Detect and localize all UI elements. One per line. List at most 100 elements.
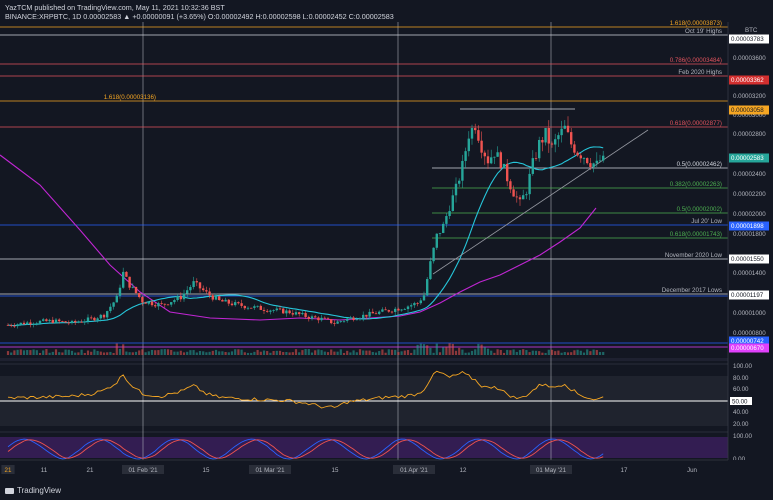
volume-bar	[150, 349, 154, 355]
candle-body	[304, 313, 307, 317]
candle-body	[227, 299, 230, 304]
candle-body	[486, 156, 490, 164]
candle-body	[22, 322, 26, 325]
candle-body	[528, 173, 531, 195]
candle-body	[573, 144, 576, 153]
level-label: November 2020 Low	[665, 252, 723, 259]
volume-bar	[307, 349, 310, 355]
volume-bar	[45, 349, 48, 355]
time-label[interactable]: 11	[41, 467, 48, 474]
candle-body	[230, 303, 234, 306]
volume-bar	[419, 343, 422, 355]
candle-body	[262, 309, 266, 311]
volume-bar	[304, 349, 307, 355]
volume-bar	[141, 349, 144, 355]
price-badge	[729, 254, 769, 264]
volume-bar	[470, 350, 474, 355]
candle-body	[589, 163, 592, 168]
candle-body	[106, 311, 109, 318]
candle-body	[346, 318, 349, 321]
time-label[interactable]: 12	[460, 467, 467, 474]
volume-bar	[506, 349, 509, 355]
candle-body	[29, 322, 32, 325]
candle-body	[58, 319, 61, 322]
volume-bar	[371, 351, 374, 355]
volume-bar	[144, 352, 147, 355]
candle-body	[115, 295, 118, 303]
volume-bars	[6, 343, 605, 355]
price-tick-label: 0.00003600	[733, 55, 766, 62]
candle-body	[224, 299, 227, 302]
level-label: 0.5(0.00002462)	[677, 161, 722, 168]
price-tick-label: 0.00002200	[733, 191, 766, 198]
volume-bar	[115, 343, 118, 355]
time-label[interactable]: 21	[87, 467, 94, 474]
candle-body	[70, 320, 74, 324]
time-label[interactable]: 21	[5, 467, 12, 474]
time-label[interactable]: 17	[621, 467, 628, 474]
candle-body	[403, 309, 406, 310]
candle-body	[566, 125, 570, 133]
volume-bar	[499, 349, 502, 355]
level-label: Jul 20' Low	[691, 218, 722, 225]
volume-bar	[166, 349, 170, 355]
volume-bar	[534, 350, 538, 355]
candle-body	[448, 211, 451, 217]
time-label[interactable]: 15	[203, 467, 210, 474]
candle-body	[442, 223, 445, 233]
volume-bar	[90, 351, 93, 355]
volume-bar	[259, 351, 262, 355]
candle-body	[272, 310, 275, 311]
volume-bar	[410, 352, 413, 355]
rsi-axis-ticks: 100.00 80.00 60.00 40.00 20.00	[733, 363, 752, 428]
volume-bar	[528, 352, 531, 355]
volume-bar	[106, 352, 109, 355]
price-badge	[729, 221, 769, 231]
volume-bar	[435, 343, 438, 355]
candle-body	[384, 309, 387, 311]
volume-bar	[230, 351, 234, 355]
candle-body	[454, 183, 458, 196]
price-tick-label: 0.00001000	[733, 310, 766, 317]
volume-bar	[77, 352, 80, 355]
volume-bar	[570, 352, 573, 355]
candle-body	[144, 302, 147, 304]
tradingview-logo[interactable]: TradingView	[5, 486, 61, 495]
candle-body	[90, 317, 93, 319]
volume-bar	[80, 349, 83, 355]
candle-body	[80, 321, 83, 323]
price-chart[interactable]: 1.618(0.00003873)Oct 19' Highs 0.786(0.00…	[0, 0, 773, 482]
volume-bar	[480, 344, 483, 355]
candle-body	[234, 302, 237, 306]
time-label-box	[249, 465, 291, 474]
level-label: 0.382(0.00002263)	[670, 181, 722, 188]
time-label[interactable]: 01 Feb '21	[128, 467, 158, 474]
candle-body	[390, 311, 394, 313]
volume-bar	[198, 350, 202, 355]
candle-body	[496, 152, 499, 157]
volume-bar	[189, 350, 192, 355]
rsi-value-badge	[730, 397, 752, 405]
candle-body	[598, 160, 602, 162]
price-badges: 0.00003783 0.00003362 0.00003058 0.00002583…	[729, 34, 769, 353]
volume-bar	[282, 352, 285, 355]
time-label[interactable]: 01 Mar '21	[255, 467, 285, 474]
time-label[interactable]: Jun	[687, 467, 698, 474]
time-label[interactable]: 15	[332, 467, 339, 474]
time-axis-labels[interactable]: 21 11 21 01 Feb '21 15 01 Mar '21 15 01 Apr '21…	[1, 465, 698, 474]
time-label[interactable]: 01 May '21	[536, 467, 567, 474]
volume-bar	[490, 350, 493, 355]
candle-body	[499, 152, 502, 169]
volume-bar	[42, 350, 45, 355]
volume-bar	[515, 351, 518, 355]
price-tick-label: 0.00000800	[733, 330, 766, 337]
candle-body	[35, 323, 38, 325]
time-label[interactable]: 01 Apr '21	[400, 467, 428, 474]
stoch-band	[0, 437, 728, 458]
volume-bar	[224, 351, 227, 355]
candle-body	[490, 157, 493, 164]
volume-bar	[93, 349, 96, 355]
volume-bar	[186, 351, 189, 355]
level-label: Oct 19' Highs	[685, 28, 722, 35]
volume-bar	[122, 344, 125, 355]
